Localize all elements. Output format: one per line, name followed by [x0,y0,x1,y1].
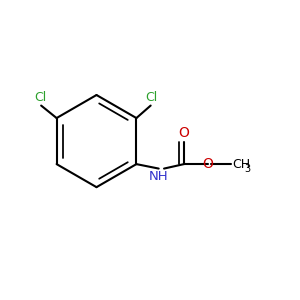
Text: O: O [202,157,213,171]
Text: NH: NH [149,170,169,183]
Text: Cl: Cl [146,91,158,104]
Text: Cl: Cl [34,91,46,104]
Text: O: O [178,126,189,140]
Text: 3: 3 [244,164,250,174]
Text: CH: CH [232,158,250,171]
